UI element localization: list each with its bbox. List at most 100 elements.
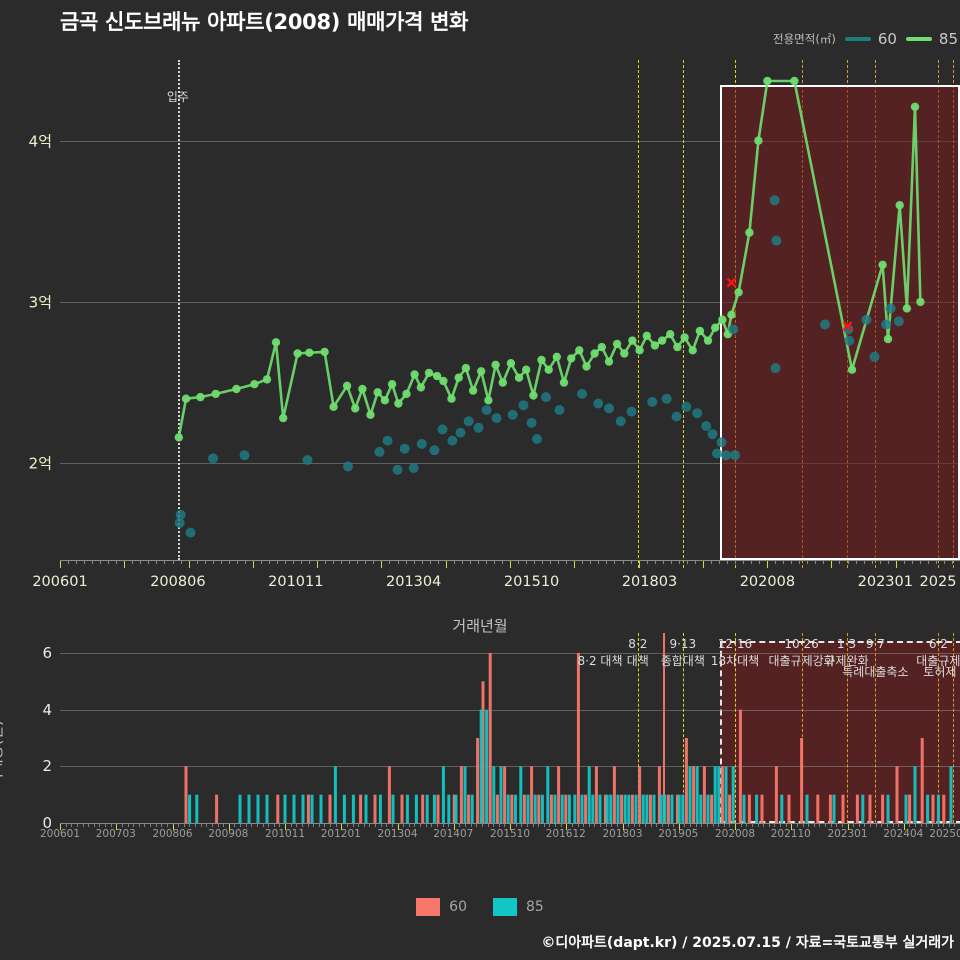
price-point-60[interactable]: [507, 409, 518, 420]
price-point-85[interactable]: [910, 102, 920, 111]
volume-bar-85[interactable]: [351, 794, 355, 823]
price-point-85[interactable]: [351, 404, 360, 413]
price-point-60[interactable]: [701, 421, 712, 432]
price-point-85[interactable]: [468, 386, 478, 395]
volume-bar-60[interactable]: [452, 794, 456, 823]
volume-bar-85[interactable]: [560, 794, 564, 823]
price-point-85[interactable]: [498, 378, 507, 387]
price-point-85[interactable]: [439, 376, 448, 386]
price-point-85[interactable]: [522, 365, 531, 374]
volume-bar-60[interactable]: [421, 794, 425, 823]
price-point-85[interactable]: [342, 381, 352, 390]
volume-bar-85[interactable]: [301, 794, 305, 823]
price-point-60[interactable]: [604, 403, 614, 414]
volume-bar-85[interactable]: [479, 709, 483, 823]
price-point-85[interactable]: [883, 334, 893, 344]
price-point-60[interactable]: [577, 388, 587, 399]
volume-bar-85[interactable]: [913, 766, 917, 823]
volume-bar-85[interactable]: [623, 794, 627, 823]
price-point-85[interactable]: [484, 396, 493, 405]
volume-bar-85[interactable]: [540, 794, 544, 823]
volume-bar-60[interactable]: [692, 766, 696, 823]
volume-bar-60[interactable]: [276, 794, 280, 823]
volume-bar-85[interactable]: [598, 794, 602, 823]
price-point-85[interactable]: [650, 341, 660, 350]
volume-bar-85[interactable]: [713, 766, 717, 823]
volume-legend-item-85[interactable]: 85: [493, 898, 544, 916]
volume-bar-60[interactable]: [728, 794, 732, 823]
price-point-60[interactable]: [208, 453, 218, 464]
price-point-85[interactable]: [366, 410, 375, 419]
price-point-60[interactable]: [861, 314, 872, 325]
volume-bar-60[interactable]: [215, 794, 219, 823]
price-point-60[interactable]: [820, 319, 830, 330]
volume-bar-85[interactable]: [663, 794, 667, 823]
volume-bar-85[interactable]: [238, 794, 242, 823]
volume-bar-85[interactable]: [414, 794, 418, 823]
price-point-60[interactable]: [893, 316, 904, 327]
volume-bar-85[interactable]: [904, 794, 908, 823]
volume-bar-85[interactable]: [609, 794, 613, 823]
price-point-60[interactable]: [716, 437, 727, 448]
price-point-60[interactable]: [593, 398, 604, 409]
price-point-85[interactable]: [718, 315, 727, 324]
price-point-60[interactable]: [463, 416, 474, 427]
price-point-60[interactable]: [647, 396, 658, 407]
volume-bar-60[interactable]: [537, 794, 541, 823]
volume-bar-60[interactable]: [881, 794, 885, 823]
price-point-85[interactable]: [544, 365, 553, 374]
volume-bar-85[interactable]: [861, 794, 865, 823]
volume-legend-item-60[interactable]: 60: [416, 898, 467, 916]
volume-bar-85[interactable]: [681, 794, 685, 823]
price-point-60[interactable]: [399, 443, 410, 454]
volume-bar-85[interactable]: [463, 766, 467, 823]
price-point-60[interactable]: [174, 517, 185, 528]
volume-bar-85[interactable]: [591, 794, 595, 823]
volume-bar-60[interactable]: [603, 794, 607, 823]
price-point-85[interactable]: [559, 378, 569, 387]
volume-bar-85[interactable]: [425, 794, 429, 823]
legend-item-85[interactable]: 85: [905, 30, 958, 48]
volume-bar-85[interactable]: [724, 766, 728, 823]
volume-bar-60[interactable]: [549, 794, 553, 823]
price-point-85[interactable]: [373, 388, 382, 397]
volume-bar-85[interactable]: [677, 794, 681, 823]
price-point-60[interactable]: [455, 427, 466, 438]
price-point-85[interactable]: [271, 338, 281, 347]
volume-bar-60[interactable]: [612, 766, 616, 823]
price-point-60[interactable]: [408, 463, 419, 474]
volume-bar-60[interactable]: [816, 794, 820, 823]
price-point-85[interactable]: [537, 355, 546, 365]
price-point-60[interactable]: [769, 195, 780, 206]
price-point-85[interactable]: [582, 362, 591, 371]
price-point-60[interactable]: [382, 435, 393, 446]
price-point-85[interactable]: [394, 399, 403, 408]
price-point-60[interactable]: [392, 464, 403, 475]
volume-bar-85[interactable]: [553, 794, 557, 823]
price-point-60[interactable]: [302, 455, 313, 465]
volume-bar-60[interactable]: [522, 794, 526, 823]
price-point-85[interactable]: [673, 342, 682, 352]
volume-bar-85[interactable]: [755, 794, 759, 823]
price-point-60[interactable]: [374, 446, 385, 457]
volume-bar-60[interactable]: [931, 794, 935, 823]
price-point-85[interactable]: [279, 413, 288, 423]
price-point-85[interactable]: [688, 346, 697, 355]
price-point-60[interactable]: [343, 461, 353, 472]
price-point-85[interactable]: [402, 389, 411, 399]
price-point-60[interactable]: [671, 411, 682, 422]
volume-bar-85[interactable]: [706, 794, 710, 823]
price-point-85[interactable]: [790, 76, 799, 86]
volume-bar-60[interactable]: [657, 766, 661, 823]
price-point-60[interactable]: [661, 393, 672, 404]
price-point-85[interactable]: [514, 373, 524, 382]
price-point-60[interactable]: [554, 405, 565, 415]
volume-bar-85[interactable]: [634, 794, 638, 823]
price-point-60[interactable]: [770, 363, 781, 374]
volume-bar-85[interactable]: [652, 794, 656, 823]
volume-bar-60[interactable]: [576, 653, 580, 823]
volume-bar-85[interactable]: [405, 794, 409, 823]
price-point-85[interactable]: [424, 368, 434, 378]
price-point-60[interactable]: [681, 401, 692, 412]
volume-bar-85[interactable]: [188, 794, 192, 823]
